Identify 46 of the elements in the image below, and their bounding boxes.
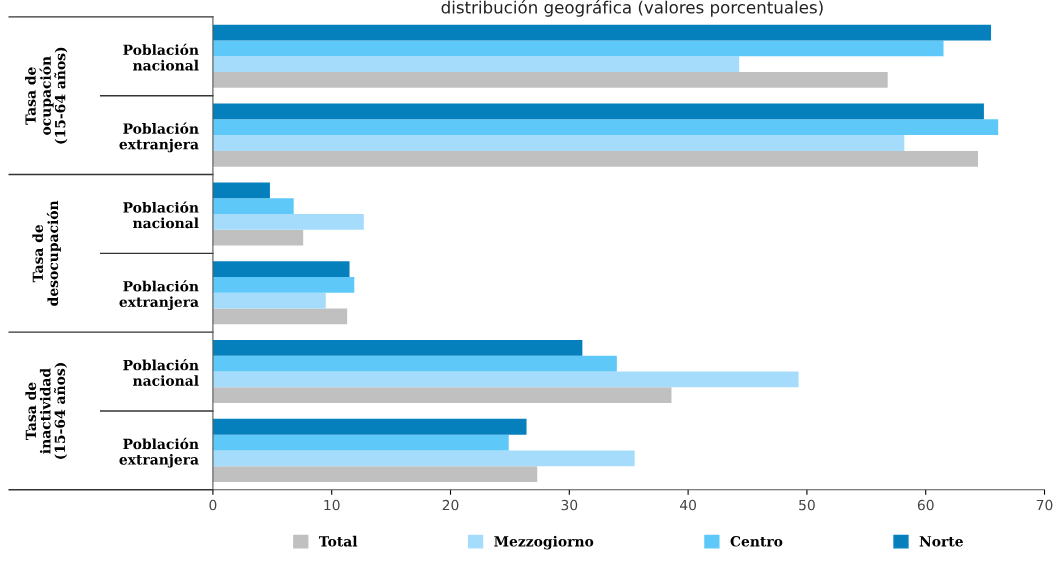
bar — [212, 56, 740, 73]
y-tick-label: Población nacional — [123, 43, 199, 71]
y-tick-label: Población extranjera — [119, 280, 199, 310]
x-tick-label: 60 — [917, 499, 934, 511]
bar — [212, 418, 527, 435]
x-tick-label: 0 — [209, 499, 217, 511]
x-tick-label: 40 — [679, 499, 697, 511]
bar — [212, 213, 364, 230]
bar — [212, 434, 509, 451]
bar — [212, 198, 294, 214]
bar — [212, 308, 348, 325]
y-tick-label: Población nacional — [123, 359, 199, 386]
bar — [212, 371, 799, 388]
bar — [212, 355, 617, 372]
bar — [212, 450, 635, 467]
x-tick-label: 70 — [1036, 499, 1053, 511]
legend-label: Centro — [730, 536, 783, 547]
bar — [212, 229, 304, 246]
bar — [212, 24, 992, 41]
bar — [212, 261, 350, 277]
text: Tasa de inactividad (15-64 años) — [25, 363, 68, 459]
bar — [212, 182, 270, 199]
chart-title: distribución geográfica (valores porcentuales) — [441, 0, 823, 17]
bar — [212, 40, 944, 57]
text: Tasa de desocupación — [32, 200, 61, 306]
bar — [212, 119, 999, 136]
bar — [212, 135, 905, 151]
x-tick-label: 10 — [324, 499, 340, 511]
x-tick-label: 50 — [799, 499, 815, 511]
y-tick-label: Población extranjera — [119, 437, 199, 468]
bar — [212, 387, 672, 404]
y-tick-label: Población nacional — [123, 201, 199, 229]
text: Tasa de ocupación (15-64 años) — [25, 47, 68, 144]
bar — [212, 72, 888, 88]
y-tick-label: Población extranjera — [119, 122, 199, 153]
legend-label: Norte — [919, 536, 963, 547]
bar — [212, 150, 978, 167]
bar — [212, 103, 984, 120]
x-tick-label: 20 — [442, 499, 459, 511]
bar — [212, 466, 538, 482]
legend-label: Mezzogiorno — [494, 535, 594, 550]
bar — [212, 277, 355, 293]
bar — [212, 340, 583, 356]
legend-label: Total — [319, 535, 358, 547]
bar — [212, 292, 326, 309]
x-tick-label: 30 — [561, 499, 578, 511]
